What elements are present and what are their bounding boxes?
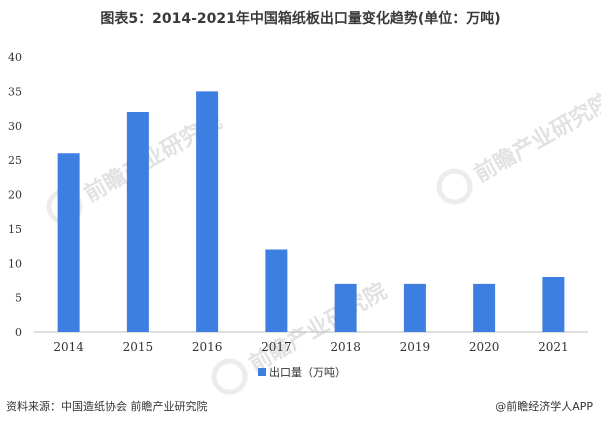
bar — [57, 153, 80, 332]
bar — [473, 283, 496, 332]
y-tick-label: 35 — [8, 85, 22, 98]
y-tick-label: 20 — [8, 189, 22, 202]
chart-title: 图表5：2014-2021年中国箱纸板出口量变化趋势(单位：万吨) — [100, 11, 501, 27]
x-tick-label: 2018 — [330, 340, 361, 354]
y-tick-label: 0 — [15, 326, 22, 339]
x-tick-label: 2019 — [400, 340, 431, 354]
legend-swatch — [258, 368, 266, 376]
bar — [265, 249, 288, 332]
x-tick-label: 2020 — [469, 340, 500, 354]
bar — [126, 112, 149, 332]
y-tick-label: 10 — [8, 257, 22, 270]
x-tick-label: 2014 — [53, 340, 84, 354]
x-tick-label: 2016 — [192, 340, 223, 354]
y-tick-label: 40 — [8, 51, 22, 64]
y-tick-label: 30 — [8, 120, 22, 133]
bar — [542, 277, 565, 332]
brand-label: @前瞻经济学人APP — [495, 400, 593, 413]
source-note: 资料来源：中国造纸协会 前瞻产业研究院 — [6, 400, 208, 413]
bar — [403, 283, 426, 332]
x-tick-label: 2017 — [261, 340, 292, 354]
bar — [196, 91, 219, 332]
x-tick-label: 2015 — [123, 340, 154, 354]
y-tick-label: 5 — [15, 292, 22, 305]
bar — [334, 283, 357, 332]
y-tick-label: 25 — [8, 154, 22, 167]
x-tick-label: 2021 — [538, 340, 569, 354]
y-tick-label: 15 — [8, 223, 22, 236]
legend-label: 出口量（万吨） — [269, 365, 346, 379]
